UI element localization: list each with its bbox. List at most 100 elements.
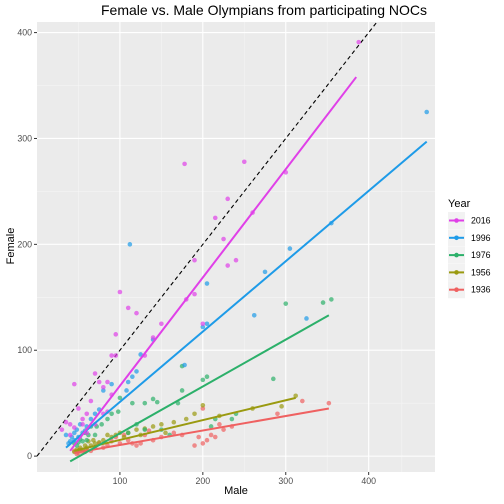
grid-lines [37,22,435,472]
data-point-1996 [304,316,309,321]
legend-label: 1976 [471,250,491,260]
data-point-1956 [159,422,164,427]
data-point-1996 [101,388,106,393]
data-point-2016 [76,406,81,411]
data-point-1936 [196,434,201,440]
data-point-1996 [125,379,131,385]
identity-line [36,21,378,457]
x-tick-label: 300 [278,476,293,486]
x-tick-label: 200 [195,476,210,486]
data-point-1976 [179,388,185,393]
data-point-1956 [171,419,177,425]
legend-key-point [454,270,459,275]
fit-line-2016 [69,76,358,452]
data-point-1936 [300,398,305,404]
data-point-2016 [72,381,77,387]
data-point-1936 [192,443,197,448]
data-point-1976 [154,399,160,405]
data-point-2016 [88,398,94,404]
data-point-1936 [171,430,177,436]
data-point-1996 [204,281,210,286]
data-point-1956 [91,437,96,443]
data-point-1956 [134,427,139,432]
data-point-1996 [124,388,129,393]
data-point-1976 [130,400,135,406]
data-point-1956 [200,402,206,408]
data-point-2016 [96,379,102,385]
legend-label: 1936 [471,285,491,295]
data-point-2016 [356,39,362,45]
data-point-2016 [105,379,110,385]
data-point-1936 [200,406,206,411]
legend-label: 1996 [471,233,491,243]
data-point-1996 [63,432,69,438]
data-point-2016 [134,310,139,316]
data-point-2016 [67,422,73,427]
x-axis-title: Male [224,485,248,497]
data-point-1956 [150,424,156,429]
data-point-1976 [142,400,148,406]
legend-label: 1956 [471,267,491,277]
data-point-2016 [182,161,187,167]
data-point-1956 [293,393,299,399]
legend-item-1976: 1976 [448,246,491,264]
y-axis-title: Female [5,228,17,265]
data-point-1976 [329,297,334,302]
data-point-2016 [125,305,131,311]
data-point-1996 [134,369,139,374]
data-point-1976 [105,416,110,422]
data-point-1936 [134,443,139,448]
y-tick-label: 100 [17,345,32,355]
data-point-1996 [109,381,114,387]
data-point-1976 [99,422,104,427]
data-point-1936 [217,422,222,427]
y-tick-label: 300 [17,133,32,143]
legend-key-point [454,287,459,293]
data-point-1936 [204,437,210,443]
data-point-1976 [200,377,206,383]
data-point-1936 [200,441,206,446]
data-point-2016 [80,416,85,422]
data-point-1936 [212,434,218,440]
data-point-2016 [101,384,106,390]
y-tick-label: 200 [17,239,32,249]
data-point-2016 [72,425,77,430]
data-point-1936 [275,411,280,417]
x-tick-label: 100 [113,476,128,486]
legend-title: Year [448,198,471,210]
data-point-1996 [424,109,430,115]
data-point-1976 [283,301,289,306]
data-point-1936 [326,400,332,406]
data-point-2016 [63,419,69,425]
data-point-1956 [105,432,110,438]
data-point-1976 [125,430,131,436]
data-point-1956 [192,411,197,417]
reference-line [36,21,378,457]
legend-item-1936: 1936 [448,281,491,299]
legend-key-point [454,235,459,241]
data-point-2016 [117,289,123,295]
data-point-2016 [241,159,247,165]
data-point-2016 [221,236,226,242]
fit-lines [65,76,428,463]
data-point-1996 [204,321,210,327]
data-point-1976 [92,432,98,438]
data-point-2016 [225,263,231,268]
y-tick-label: 0 [27,451,32,461]
data-point-2016 [80,422,85,427]
data-point-2016 [192,291,197,297]
data-point-1996 [72,430,77,436]
data-point-1976 [142,427,148,432]
legend-key-point [454,218,459,223]
x-tick-label: 400 [361,476,376,486]
legend-item-1956: 1956 [448,263,491,281]
data-point-1956 [82,443,88,448]
fit-line-1976 [69,314,330,463]
data-point-2016 [67,432,73,438]
y-axis-ticks: 0 100 200 300 400 [17,28,37,461]
data-point-1976 [109,411,114,417]
data-point-2016 [225,196,231,202]
data-point-1976 [271,376,276,382]
data-point-2016 [200,321,206,327]
data-point-2016 [159,321,164,327]
